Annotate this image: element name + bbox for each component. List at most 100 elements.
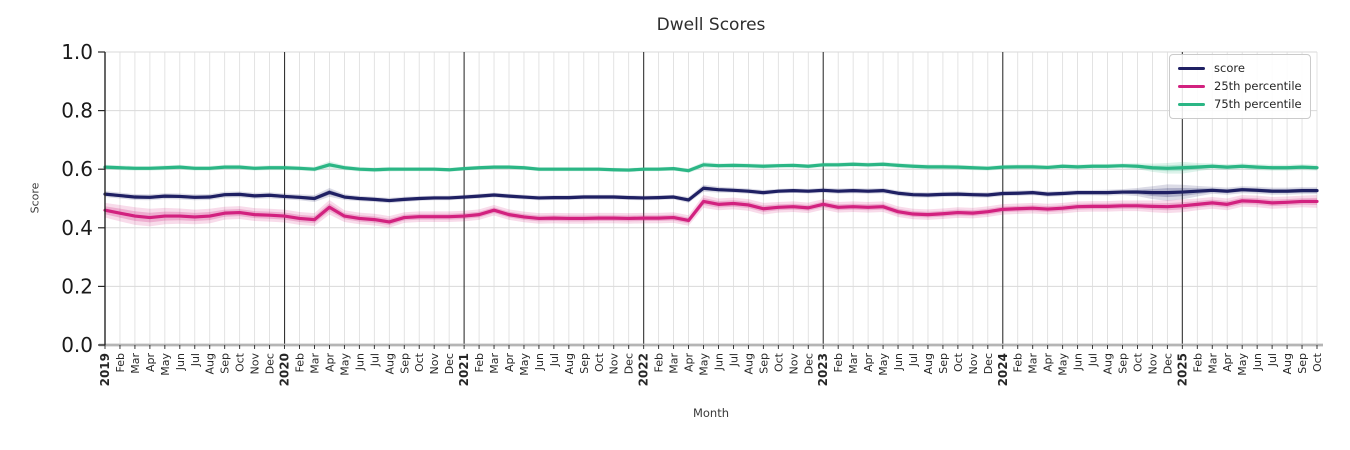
x-tick-label: Oct bbox=[413, 352, 426, 372]
legend-item-75th-percentile: 75th percentile bbox=[1178, 98, 1302, 111]
x-tick-label: May bbox=[1236, 353, 1249, 376]
x-tick-label: Oct bbox=[593, 352, 606, 372]
x-tick-label: Oct bbox=[1131, 352, 1144, 372]
x-tick-label: Mar bbox=[847, 353, 860, 374]
x-tick-label: 2025 bbox=[1175, 353, 1189, 386]
x-tick-label: Oct bbox=[234, 352, 247, 372]
x-tick-label: Jul bbox=[189, 353, 202, 367]
x-tick-label: Apr bbox=[323, 353, 336, 373]
x-tick-label: Aug bbox=[204, 353, 217, 374]
x-tick-label: May bbox=[159, 353, 172, 376]
x-tick-label: 2022 bbox=[637, 353, 651, 386]
x-tick-label: May bbox=[877, 353, 890, 376]
legend-label: 25th percentile bbox=[1214, 78, 1302, 93]
x-tick-label: Apr bbox=[862, 353, 875, 373]
legend-item-25th-percentile: 25th percentile bbox=[1178, 80, 1302, 93]
x-tick-label: Dec bbox=[802, 353, 815, 374]
y-tick-label: 0.2 bbox=[61, 274, 93, 298]
x-tick-label: Aug bbox=[742, 353, 755, 374]
x-tick-label: Aug bbox=[922, 353, 935, 374]
x-tick-label: Jul bbox=[368, 353, 381, 367]
x-tick-label: Apr bbox=[1042, 353, 1055, 373]
x-tick-label: Aug bbox=[1281, 353, 1294, 374]
x-tick-label: Feb bbox=[473, 353, 486, 372]
x-tick-label: May bbox=[1057, 353, 1070, 376]
x-tick-label: Aug bbox=[383, 353, 396, 374]
x-tick-label: Dec bbox=[1161, 353, 1174, 374]
y-axis-label: Score bbox=[28, 182, 42, 214]
x-tick-label: Jul bbox=[1266, 353, 1279, 367]
x-tick-label: Mar bbox=[129, 353, 142, 374]
x-tick-label: Mar bbox=[1206, 353, 1219, 374]
legend-swatch-icon bbox=[1178, 66, 1205, 71]
x-tick-label: Nov bbox=[428, 353, 441, 375]
x-tick-label: Oct bbox=[1311, 352, 1324, 372]
x-tick-label: May bbox=[338, 353, 351, 376]
x-tick-label: Feb bbox=[1012, 353, 1025, 372]
x-tick-label: Sep bbox=[1296, 353, 1309, 374]
x-tick-label: Jun bbox=[533, 353, 546, 371]
x-tick-label: Mar bbox=[308, 353, 321, 374]
x-tick-label: Feb bbox=[1191, 353, 1204, 372]
x-tick-label: Jul bbox=[907, 353, 920, 367]
x-tick-label: Nov bbox=[787, 353, 800, 375]
x-tick-label: Nov bbox=[1146, 353, 1159, 375]
x-tick-label: Dec bbox=[623, 353, 636, 374]
chart-title: Dwell Scores bbox=[656, 15, 766, 35]
x-tick-label: Sep bbox=[219, 353, 232, 374]
x-tick-label: Mar bbox=[668, 353, 681, 374]
x-tick-label: Mar bbox=[1027, 353, 1040, 374]
y-tick-label: 0.6 bbox=[61, 157, 93, 181]
x-tick-label: Oct bbox=[952, 352, 965, 372]
x-tick-label: Nov bbox=[967, 353, 980, 375]
x-tick-label: Nov bbox=[608, 353, 621, 375]
x-tick-label: Sep bbox=[937, 353, 950, 374]
legend-swatch-icon bbox=[1178, 84, 1205, 89]
x-tick-label: 2019 bbox=[98, 353, 112, 386]
x-tick-label: Jun bbox=[1251, 353, 1264, 371]
y-tick-label: 0.0 bbox=[61, 333, 93, 357]
x-tick-label: Oct bbox=[772, 352, 785, 372]
x-tick-label: Sep bbox=[398, 353, 411, 374]
x-tick-label: Feb bbox=[653, 353, 666, 372]
series-line-75th-percentile bbox=[103, 162, 1319, 173]
x-tick-label: Nov bbox=[249, 353, 262, 375]
x-tick-label: Aug bbox=[563, 353, 576, 374]
legend-swatch-icon bbox=[1178, 102, 1205, 107]
series-line-25th-percentile bbox=[103, 199, 1319, 224]
x-tick-label: Jul bbox=[727, 353, 740, 367]
x-tick-label: Jun bbox=[892, 353, 905, 371]
x-tick-label: May bbox=[698, 353, 711, 376]
x-tick-label: Apr bbox=[144, 353, 157, 373]
x-tick-label: 2024 bbox=[996, 353, 1010, 386]
y-tick-label: 0.4 bbox=[61, 216, 93, 240]
x-tick-label: Jul bbox=[1087, 353, 1100, 367]
legend: score 25th percentile 75th percentile bbox=[1169, 54, 1311, 119]
x-tick-label: Feb bbox=[294, 353, 307, 372]
x-axis-label: Month bbox=[692, 406, 730, 420]
x-tick-label: Jun bbox=[353, 353, 366, 371]
y-tick-label: 0.8 bbox=[61, 99, 93, 123]
x-tick-label: May bbox=[518, 353, 531, 376]
x-tick-label: Dec bbox=[443, 353, 456, 374]
x-tick-label: Sep bbox=[578, 353, 591, 374]
x-tick-label: Apr bbox=[503, 353, 516, 373]
series-line-score bbox=[103, 186, 1319, 203]
legend-label: 75th percentile bbox=[1214, 96, 1302, 111]
x-tick-label: Dec bbox=[264, 353, 277, 374]
x-tick-label: Jun bbox=[712, 353, 725, 371]
legend-item-score: score bbox=[1178, 62, 1302, 75]
x-tick-label: 2023 bbox=[816, 353, 830, 386]
x-tick-label: Aug bbox=[1102, 353, 1115, 374]
x-tick-label: Apr bbox=[1221, 353, 1234, 373]
x-tick-label: Jun bbox=[174, 353, 187, 371]
x-tick-label: Feb bbox=[114, 353, 127, 372]
legend-label: score bbox=[1214, 60, 1245, 75]
y-tick-label: 1.0 bbox=[61, 40, 93, 64]
x-tick-label: Dec bbox=[982, 353, 995, 374]
x-tick-label: Mar bbox=[488, 353, 501, 374]
x-tick-label: 2020 bbox=[278, 353, 292, 386]
x-tick-label: Jun bbox=[1072, 353, 1085, 371]
